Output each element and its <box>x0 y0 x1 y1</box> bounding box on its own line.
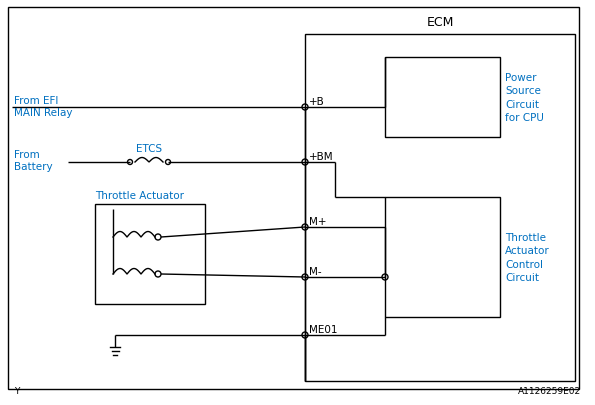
Bar <box>385 58 500 138</box>
Text: M+: M+ <box>309 216 327 226</box>
Bar <box>385 198 500 317</box>
Text: Power
Source
Circuit
for CPU: Power Source Circuit for CPU <box>505 73 544 122</box>
Text: A1126259E02: A1126259E02 <box>518 386 581 395</box>
Text: Throttle Actuator: Throttle Actuator <box>95 190 184 200</box>
Bar <box>95 205 205 304</box>
Text: +BM: +BM <box>309 151 334 162</box>
Text: From EFI
MAIN Relay: From EFI MAIN Relay <box>14 96 73 118</box>
Text: M-: M- <box>309 266 322 276</box>
Text: From
Battery: From Battery <box>14 149 52 172</box>
Text: Y: Y <box>14 386 20 395</box>
Text: ME01: ME01 <box>309 324 337 334</box>
Text: ECM: ECM <box>426 16 453 29</box>
Bar <box>305 35 575 381</box>
Text: +B: +B <box>309 97 325 107</box>
Text: ETCS: ETCS <box>136 144 162 153</box>
Text: Throttle
Actuator
Control
Circuit: Throttle Actuator Control Circuit <box>505 232 550 282</box>
